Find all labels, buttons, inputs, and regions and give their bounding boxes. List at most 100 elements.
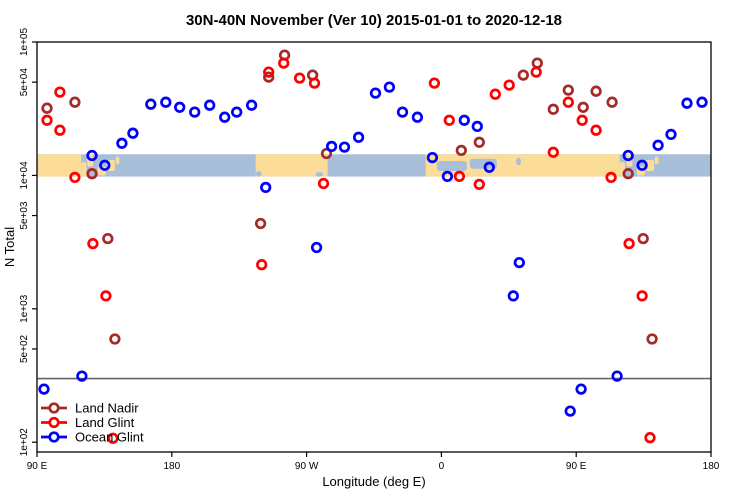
data-point-land-glint: [41, 114, 53, 126]
data-point-land-glint: [576, 114, 588, 126]
data-point-land-glint: [100, 290, 112, 302]
data-point-land-nadir: [69, 96, 81, 108]
data-point-land-glint: [530, 66, 542, 78]
data-point-ocean-glint: [665, 128, 677, 141]
data-point-land-glint: [308, 77, 321, 89]
data-point-land-nadir: [531, 57, 543, 69]
data-point-ocean-glint: [310, 241, 323, 254]
map-island: [115, 156, 120, 165]
data-point-land-nadir: [102, 232, 114, 245]
map-island: [645, 159, 655, 171]
data-point-land-nadir: [562, 84, 574, 96]
data-point-ocean-glint: [260, 181, 272, 194]
data-point-land-nadir: [517, 69, 529, 81]
data-point-land-glint: [317, 177, 330, 190]
data-point-ocean-glint: [219, 111, 231, 123]
data-point-land-glint: [443, 114, 455, 126]
data-point-land-nadir: [646, 333, 658, 345]
data-point-land-nadir: [473, 136, 485, 148]
data-point-land-nadir: [254, 217, 267, 230]
map-island: [654, 156, 659, 165]
x-tick-label: 90 E: [566, 461, 587, 472]
legend-label: Ocean Glint: [75, 430, 144, 445]
y-tick-label: 1e+03: [19, 294, 30, 323]
data-point-land-glint: [54, 86, 66, 98]
data-point-land-nadir: [590, 85, 602, 97]
plot-box: [36, 41, 712, 453]
x-axis-title: Longitude (deg E): [322, 474, 425, 489]
data-point-ocean-glint: [411, 111, 424, 123]
y-tick-label: 1e+02: [19, 428, 30, 457]
data-point-land-nadir: [606, 96, 618, 108]
legend-marker: [48, 402, 60, 414]
data-point-ocean-glint: [564, 405, 576, 417]
data-point-land-glint: [489, 88, 501, 100]
x-tick-label: 0: [439, 461, 445, 472]
map-sea: [255, 170, 262, 177]
legend-item: Land Glint: [41, 415, 135, 430]
y-tick-label: 1e+05: [19, 28, 30, 57]
legend-item: Ocean Glint: [41, 430, 144, 445]
data-point-land-glint: [278, 57, 290, 69]
data-point-ocean-glint: [622, 149, 634, 162]
data-point-ocean-glint: [116, 137, 128, 149]
data-point-ocean-glint: [681, 97, 693, 109]
data-point-land-glint: [547, 146, 559, 158]
y-tick-label: 5e+04: [19, 68, 30, 97]
data-point-land-glint: [562, 96, 574, 108]
data-point-ocean-glint: [352, 131, 365, 143]
data-point-ocean-glint: [325, 140, 338, 153]
data-point-land-glint: [263, 66, 275, 78]
data-point-ocean-glint: [458, 114, 470, 126]
legend-item: Land Nadir: [41, 401, 139, 416]
y-tick-label: 5e+02: [19, 334, 30, 363]
data-point-land-glint: [54, 124, 66, 136]
data-point-ocean-glint: [76, 370, 88, 382]
y-axis-title: N Total: [2, 227, 17, 267]
map-land: [255, 154, 328, 177]
data-point-ocean-glint: [507, 290, 519, 302]
data-point-ocean-glint: [160, 96, 172, 108]
data-point-ocean-glint: [611, 370, 623, 382]
data-point-ocean-glint: [145, 98, 157, 110]
data-point-ocean-glint: [696, 96, 708, 108]
data-point-land-nadir: [320, 147, 333, 160]
data-point-land-glint: [107, 432, 119, 444]
y-tick-label: 1e+04: [19, 161, 30, 190]
data-point-ocean-glint: [338, 141, 351, 153]
map-sea: [516, 157, 521, 166]
data-point-ocean-glint: [245, 99, 258, 111]
chart-title: 30N-40N November (Ver 10) 2015-01-01 to …: [186, 12, 562, 29]
data-point-land-glint: [87, 237, 99, 250]
data-point-ocean-glint: [513, 256, 525, 269]
data-point-land-glint: [453, 170, 466, 183]
data-point-ocean-glint: [369, 87, 382, 99]
data-point-ocean-glint: [575, 383, 587, 395]
data-point-ocean-glint: [174, 101, 186, 113]
data-point-land-glint: [636, 290, 648, 302]
data-point-ocean-glint: [652, 139, 664, 151]
data-point-land-nadir: [41, 102, 53, 114]
data-point-land-nadir: [86, 168, 98, 180]
data-point-ocean-glint: [99, 159, 111, 171]
data-point-land-nadir: [263, 71, 275, 83]
data-point-land-glint: [293, 72, 306, 84]
data-point-land-glint: [428, 77, 441, 89]
data-point-land-glint: [644, 432, 656, 444]
data-point-ocean-glint: [483, 161, 495, 173]
data-point-ocean-glint: [231, 106, 243, 118]
y-tick-label: 5e+03: [19, 201, 30, 230]
x-tick-label: 90 W: [295, 461, 319, 472]
x-tick-label: 180: [163, 461, 180, 472]
data-point-ocean-glint: [426, 151, 439, 164]
map-land: [37, 154, 82, 177]
data-point-land-glint: [623, 237, 635, 250]
legend-label: Land Nadir: [75, 401, 139, 416]
data-point-land-nadir: [622, 168, 634, 180]
data-point-ocean-glint: [204, 99, 216, 111]
data-point-ocean-glint: [86, 149, 98, 162]
map-island: [81, 162, 87, 177]
data-point-ocean-glint: [636, 159, 648, 171]
data-point-ocean-glint: [127, 127, 139, 139]
